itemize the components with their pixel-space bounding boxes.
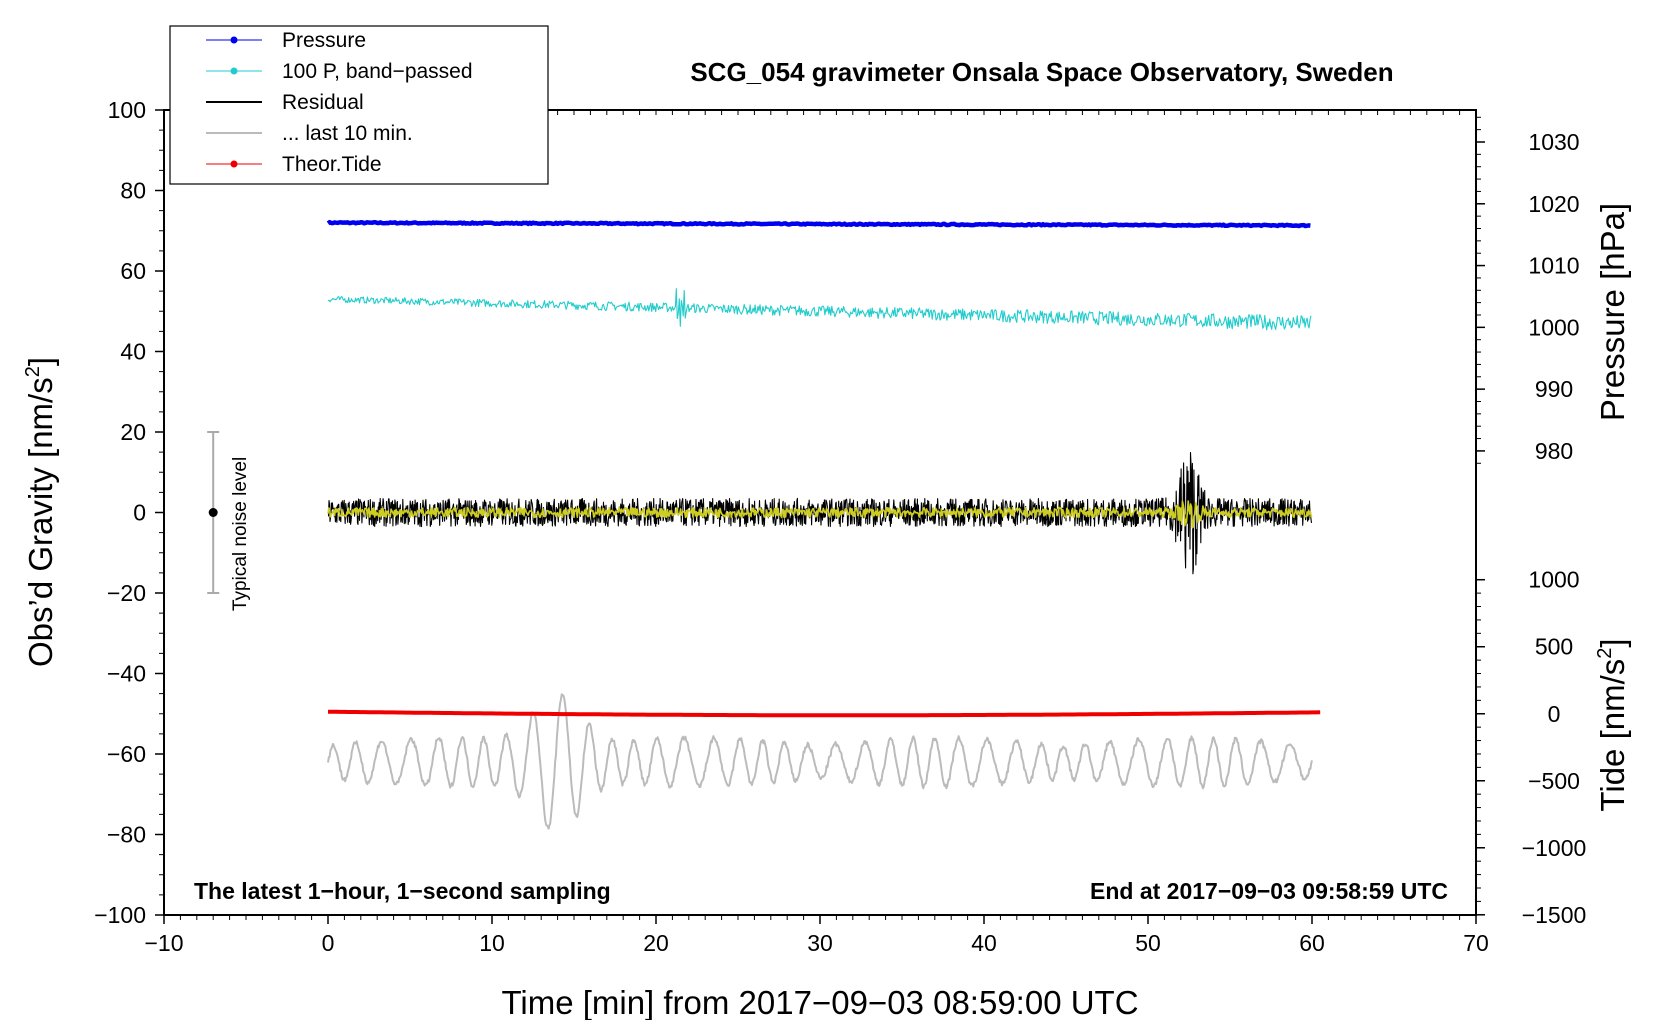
filtered-residual-line bbox=[327, 500, 1313, 529]
pressure-tick-label: 990 bbox=[1535, 376, 1573, 402]
pressure-tick-label: 1000 bbox=[1528, 314, 1579, 340]
left-tick-label: 80 bbox=[120, 178, 146, 204]
pressure-axis-title: Pressure [hPa] bbox=[1594, 203, 1631, 421]
left-tick-label: 100 bbox=[108, 97, 146, 123]
left-tick-label: −100 bbox=[94, 902, 146, 928]
left-tick-label: 20 bbox=[120, 419, 146, 445]
legend: Pressure 100 P, band−passed Residual ... la… bbox=[169, 25, 549, 185]
x-tick-label: 70 bbox=[1463, 930, 1489, 956]
end-time-note: End at 2017−09−03 09:58:59 UTC bbox=[1090, 878, 1448, 904]
pressure-tick-label: 1010 bbox=[1528, 253, 1579, 279]
chart-title: SCG_054 gravimeter Onsala Space Observat… bbox=[690, 57, 1393, 87]
left-axis-title: Obs’d Gravity [nm/s2] bbox=[22, 357, 59, 667]
x-tick-label: 10 bbox=[479, 930, 505, 956]
legend-marker bbox=[230, 67, 238, 75]
legend-label: 100 P, band−passed bbox=[282, 60, 473, 83]
tide-axis-title-end: ] bbox=[1594, 638, 1631, 647]
tide-tick-label: 1000 bbox=[1528, 567, 1579, 593]
tide-tick-label: 500 bbox=[1535, 634, 1573, 660]
last-ten-minutes-line bbox=[327, 693, 1313, 830]
left-tick-label: −80 bbox=[107, 822, 146, 848]
legend-label: Theor.Tide bbox=[282, 153, 382, 176]
left-tick-label: 60 bbox=[120, 258, 146, 284]
tide-tick-label: −1000 bbox=[1522, 835, 1587, 861]
tide-tick-label: −1500 bbox=[1522, 902, 1587, 928]
pressure-line bbox=[326, 219, 1311, 229]
x-axis-ticks: −10 0 10 20 30 40 50 60 70 bbox=[144, 915, 1489, 956]
theoretical-tide-line bbox=[327, 709, 1321, 718]
left-tick-label: −60 bbox=[107, 741, 146, 767]
sampling-note: The latest 1−hour, 1−second sampling bbox=[194, 878, 611, 904]
left-axis-title-sup: 2 bbox=[22, 366, 44, 377]
x-tick-label: 50 bbox=[1135, 930, 1161, 956]
x-tick-label: 60 bbox=[1299, 930, 1325, 956]
tide-axis-ticks: 1000 500 0 −500 −1000 −1500 bbox=[1476, 567, 1586, 928]
tide-axis-title-sup: 2 bbox=[1594, 648, 1616, 659]
tide-tick-label: −500 bbox=[1528, 768, 1580, 794]
tide-tick-label: 0 bbox=[1548, 701, 1561, 727]
x-tick-label: 0 bbox=[322, 930, 335, 956]
minor-ticks bbox=[159, 109, 1477, 920]
x-tick-label: 40 bbox=[971, 930, 997, 956]
pressure-axis-ticks: 1030 1020 1010 1000 990 980 bbox=[1476, 116, 1580, 464]
noise-indicator bbox=[207, 431, 220, 594]
legend-marker bbox=[230, 160, 238, 168]
pressure-tick-label: 1030 bbox=[1528, 129, 1579, 155]
tide-axis-title-main: Tide [nm/s bbox=[1594, 659, 1631, 812]
x-tick-label: −10 bbox=[144, 930, 183, 956]
x-tick-label: 20 bbox=[643, 930, 669, 956]
bandpassed-pressure-line bbox=[327, 288, 1312, 331]
left-axis-title-main: Obs’d Gravity [nm/s bbox=[22, 377, 59, 667]
legend-label: Pressure bbox=[282, 29, 366, 52]
legend-label: ... last 10 min. bbox=[282, 122, 413, 145]
left-tick-label: 0 bbox=[133, 500, 146, 526]
pressure-tick-label: 980 bbox=[1535, 438, 1573, 464]
legend-items: Pressure 100 P, band−passed Residual ... la… bbox=[206, 29, 473, 176]
left-tick-label: −40 bbox=[107, 661, 146, 687]
left-axis-ticks: 100 80 60 40 20 0 −20 −40 −60 −80 −100 bbox=[94, 97, 164, 928]
left-axis-title-end: ] bbox=[22, 357, 59, 366]
legend-box bbox=[169, 25, 549, 185]
left-tick-label: −20 bbox=[107, 580, 146, 606]
x-tick-label: 30 bbox=[807, 930, 833, 956]
noise-center-dot bbox=[208, 508, 218, 517]
legend-label: Residual bbox=[282, 91, 364, 114]
series-layer bbox=[326, 219, 1321, 830]
pressure-tick-label: 1020 bbox=[1528, 191, 1579, 217]
left-tick-label: 40 bbox=[120, 339, 146, 365]
legend-marker bbox=[230, 36, 238, 44]
tide-axis-title: Tide [nm/s2] bbox=[1594, 638, 1631, 811]
noise-label: Typical noise level bbox=[230, 457, 251, 611]
x-axis-title: Time [min] from 2017−09−03 08:59:00 UTC bbox=[501, 984, 1138, 1020]
